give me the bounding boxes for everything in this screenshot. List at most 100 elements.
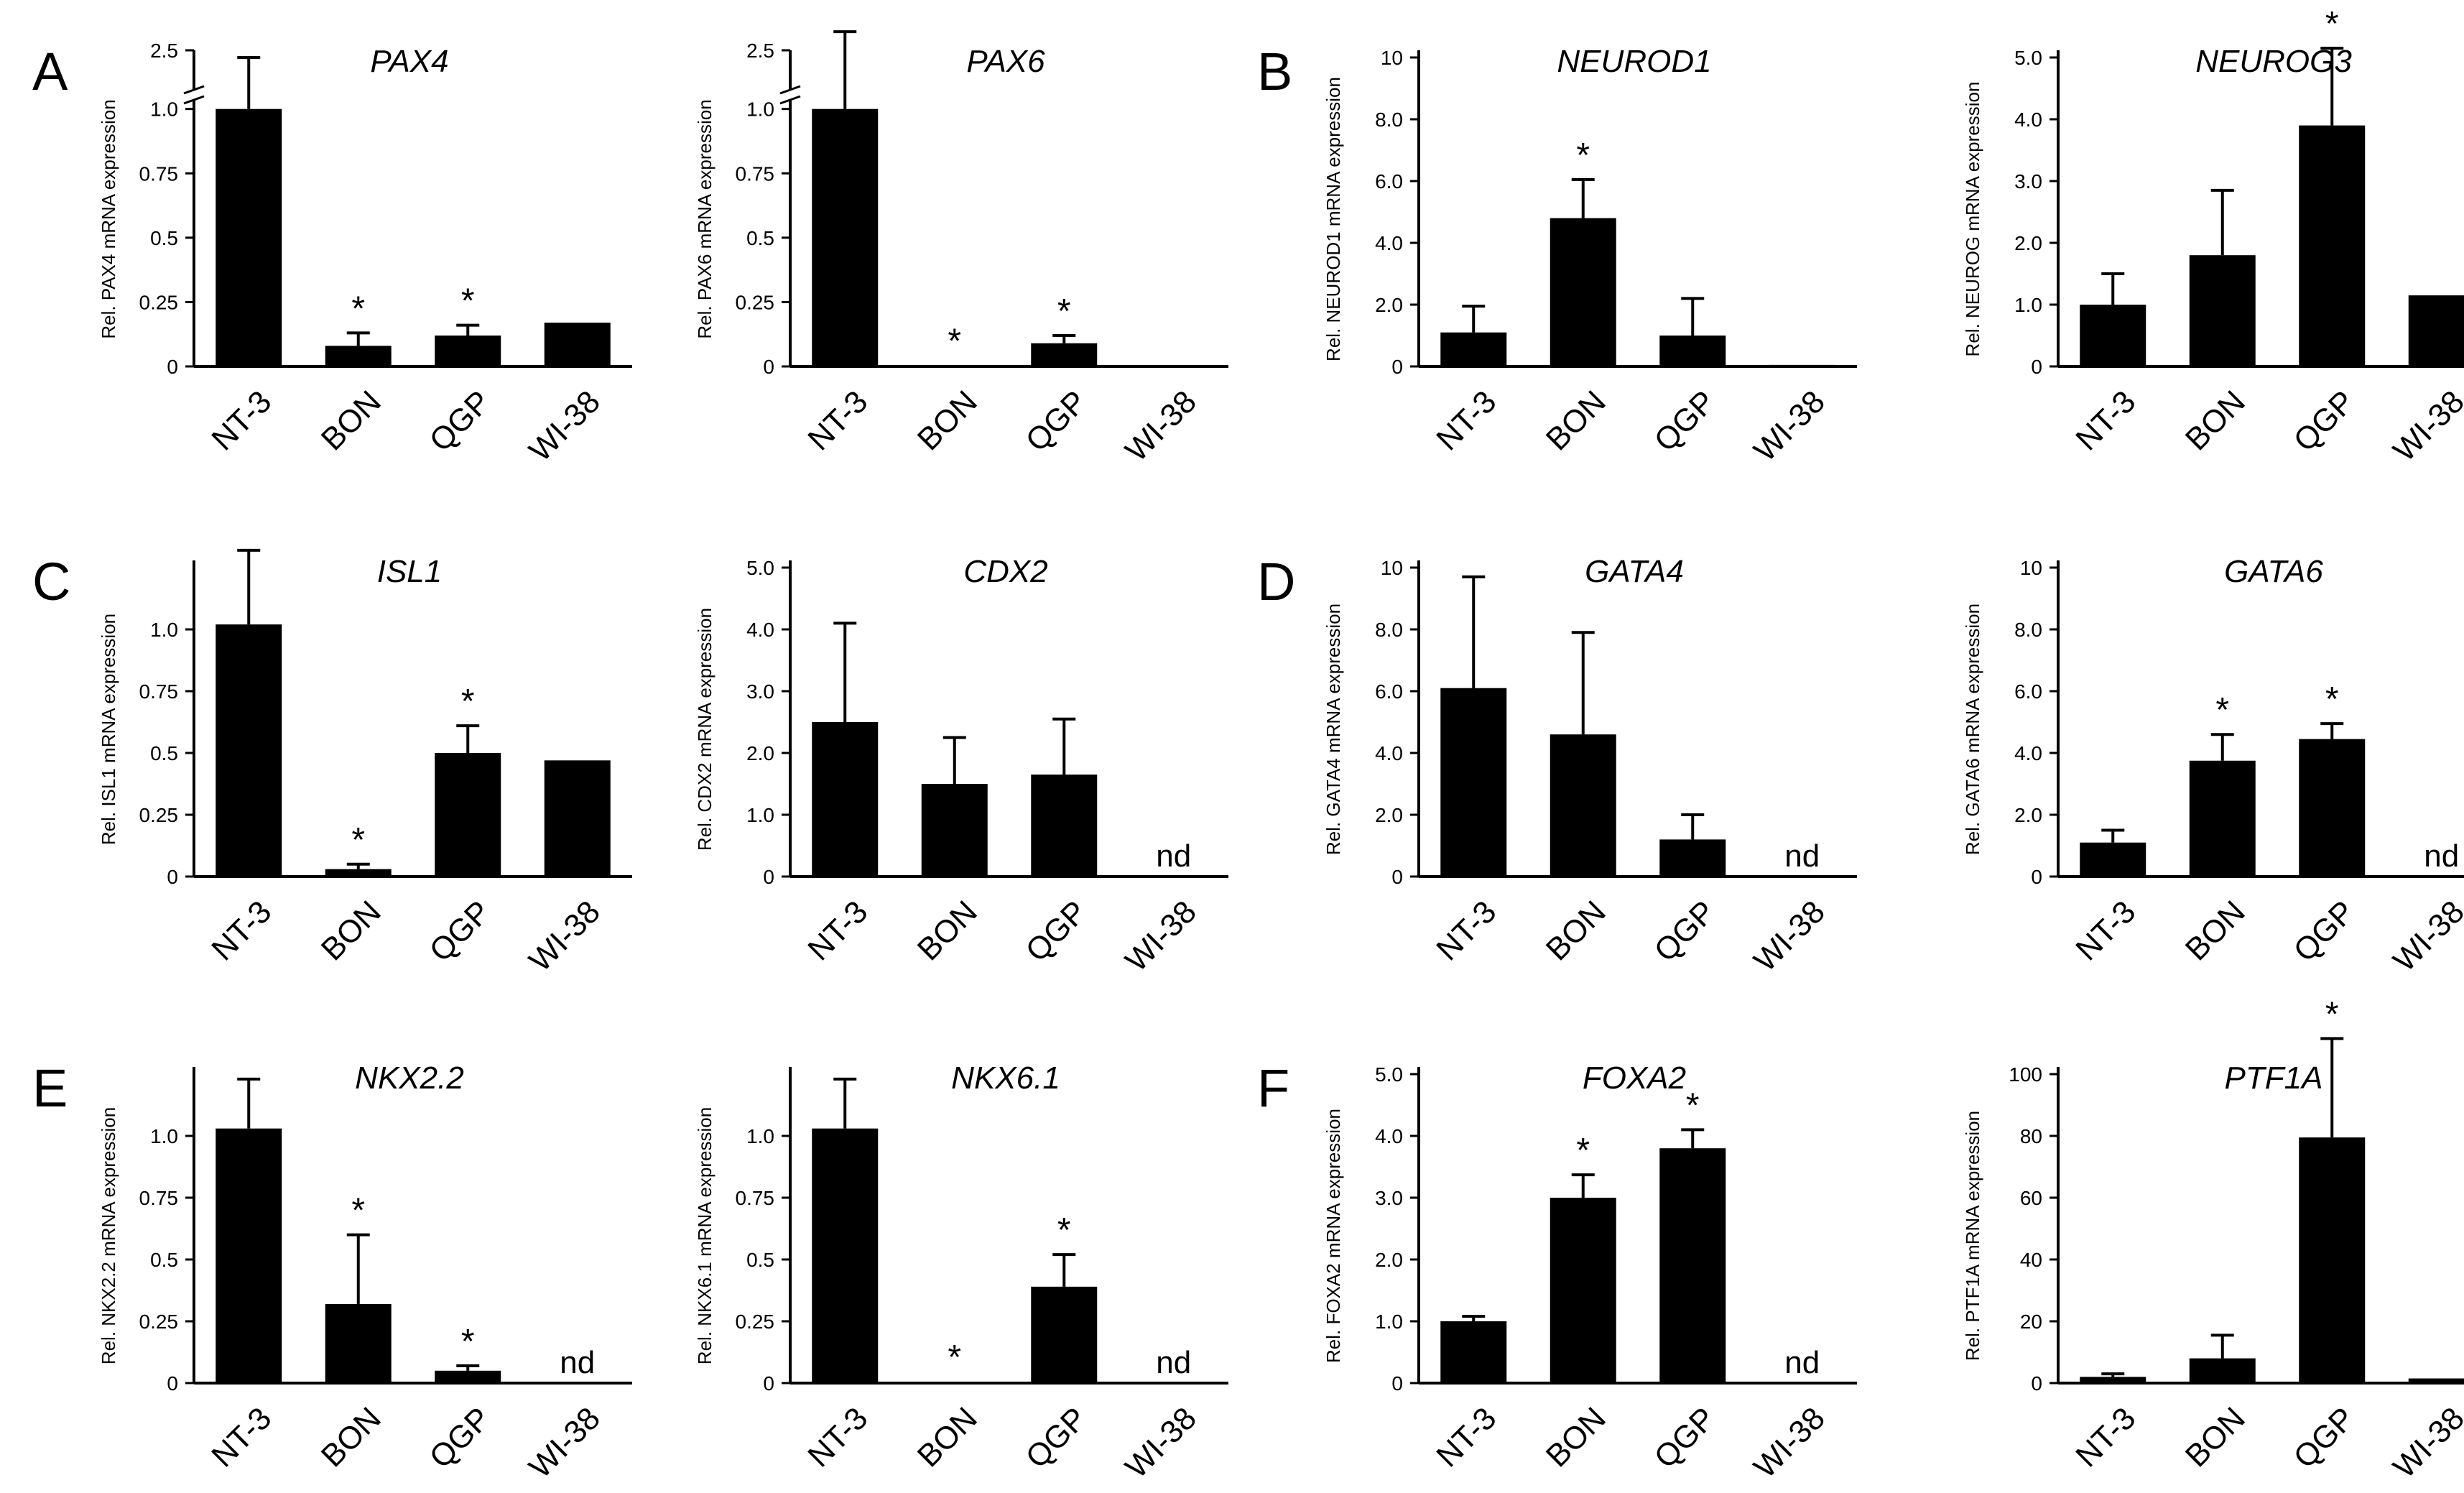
y-tick-label: 0.25 (736, 1311, 775, 1333)
bar-qgp (2299, 125, 2366, 366)
y-tick-label: 2.0 (2014, 232, 2042, 254)
significance-marker: * (948, 323, 961, 361)
y-tick-label: 4.0 (746, 619, 774, 641)
significance-marker: * (461, 1323, 475, 1361)
y-axis-label: Rel. ISL1 mRNA expression (98, 614, 119, 845)
significance-marker: * (461, 282, 475, 320)
bar-nt-3 (216, 108, 282, 366)
chart-panel-cdx2: CDX2 Rel. CDX2 mRNA expression 0 1.0 2.0 3.0 4… (694, 554, 1228, 979)
bar-qgp (435, 336, 501, 366)
y-tick-label: 4.0 (1375, 1125, 1403, 1147)
x-tick-label: NT-3 (205, 384, 278, 457)
x-tick-label: QGP (423, 384, 498, 458)
x-tick-label: WI-38 (1747, 1400, 1832, 1485)
x-tick-label: BON (2179, 1400, 2252, 1474)
x-tick-label: WI-38 (522, 894, 607, 979)
y-tick-label: 0 (763, 356, 774, 378)
bar-bon (325, 869, 392, 877)
y-tick-label: 8.0 (1375, 108, 1403, 131)
y-tick-label: 0 (763, 1372, 774, 1395)
chart-title: CDX2 (963, 554, 1047, 589)
x-tick-label: WI-38 (522, 1400, 607, 1485)
significance-marker: * (2215, 691, 2229, 729)
y-tick-label: 10 (2020, 557, 2042, 579)
x-tick-label: WI-38 (2386, 894, 2464, 979)
y-tick-label: 1.0 (150, 619, 178, 641)
bar-qgp (2299, 739, 2366, 877)
y-tick-label: 1.0 (1375, 1311, 1403, 1333)
significance-marker: * (1057, 292, 1071, 331)
chart-title: GATA6 (2224, 554, 2323, 589)
bar-nt-3 (216, 1128, 282, 1383)
bar-wi-38 (544, 323, 611, 366)
bar-bon (325, 1303, 392, 1383)
y-tick-label: 0.5 (150, 227, 178, 249)
y-tick-label: 0.25 (139, 1311, 179, 1333)
y-tick-label: 2.0 (1375, 804, 1403, 826)
significance-marker: * (1686, 1086, 1700, 1124)
y-tick-label: 2.5 (150, 40, 178, 62)
y-tick-label: 5.0 (2014, 47, 2042, 69)
x-tick-label: QGP (2287, 894, 2362, 969)
y-tick-label: 4.0 (1375, 742, 1403, 764)
chart-title: NKX2.2 (355, 1060, 464, 1096)
bar-bon (921, 365, 988, 367)
y-tick-label: 2.0 (1375, 1249, 1403, 1271)
y-axis-label: Rel. CDX2 mRNA expression (694, 608, 715, 851)
y-axis-label: Rel. NKX6.1 mRNA expression (694, 1107, 715, 1364)
x-tick-label: NT-3 (801, 1400, 874, 1474)
bar-bon (921, 784, 988, 877)
bar-wi-38 (2408, 1378, 2464, 1383)
x-tick-label: WI-38 (522, 384, 607, 468)
y-tick-label: 10 (1381, 557, 1403, 579)
bar-nt-3 (1440, 1321, 1507, 1383)
chart-title: PAX6 (966, 44, 1045, 79)
significance-marker: * (2325, 5, 2339, 43)
chart-panel-gata6: GATA6 Rel. GATA6 mRNA expression 0 2.0 4.0 6.… (1962, 554, 2464, 979)
y-tick-label: 4.0 (2014, 742, 2042, 764)
chart-title: NEUROD1 (1557, 44, 1711, 79)
x-tick-label: WI-38 (2386, 1400, 2464, 1485)
y-tick-label: 2.5 (746, 40, 774, 62)
x-tick-label: QGP (2287, 1400, 2362, 1475)
y-tick-label: 1.0 (150, 1125, 178, 1147)
bar-nt-3 (2080, 842, 2146, 877)
y-tick-label: 0 (763, 866, 774, 888)
y-axis-label: Rel. PTF1A mRNA expression (1962, 1111, 1983, 1361)
y-axis-label: Rel. GATA6 mRNA expression (1962, 604, 1983, 855)
significance-marker: * (948, 1339, 961, 1377)
y-tick-label: 4.0 (1375, 232, 1403, 254)
bar-nt-3 (1440, 332, 1507, 366)
axis-break-mark (183, 95, 205, 105)
x-tick-label: QGP (423, 894, 498, 969)
y-tick-label: 0.5 (746, 1249, 774, 1271)
chart-panel-pax4: A PAX4 Rel. PAX4 mRNA expression 0 0.25 0.5 0.… (32, 40, 632, 468)
x-tick-label: NT-3 (1430, 894, 1503, 967)
y-tick-label: 8.0 (1375, 619, 1403, 641)
axis-break-mark (779, 85, 801, 95)
bar-qgp (2299, 1137, 2366, 1383)
y-axis-label: Rel. NEUROG mRNA expression (1962, 82, 1983, 357)
y-tick-label: 3.0 (2014, 170, 2042, 193)
y-tick-label: 60 (2020, 1187, 2042, 1209)
bar-nt-3 (2080, 305, 2146, 366)
y-tick-label: 0.75 (139, 162, 179, 185)
chart-panel-foxa2: F FOXA2 Rel. FOXA2 mRNA expression 0 1.0 2.0 3… (1257, 1058, 1857, 1485)
y-tick-label: 1.0 (746, 1125, 774, 1147)
y-tick-label: 0 (2031, 866, 2042, 888)
not-detected-label: nd (1156, 1345, 1191, 1380)
y-tick-label: 0.75 (139, 1187, 179, 1209)
x-tick-label: BON (2179, 384, 2252, 457)
y-tick-label: 0.5 (746, 227, 774, 249)
y-tick-label: 0.75 (736, 162, 775, 185)
y-tick-label: 0.25 (736, 291, 775, 313)
y-tick-label: 80 (2020, 1125, 2042, 1147)
x-tick-label: NT-3 (2069, 384, 2142, 457)
panel-label: E (32, 1058, 68, 1118)
y-axis-label: Rel. NEUROD1 mRNA expression (1323, 77, 1344, 361)
x-tick-label: BON (911, 1400, 984, 1474)
bar-bon (2189, 760, 2256, 877)
bar-bon (1550, 1198, 1616, 1383)
chart-panel-nkx6-1: NKX6.1 Rel. NKX6.1 mRNA expression 0 0.25 0.… (694, 1060, 1228, 1485)
significance-marker: * (351, 290, 365, 328)
